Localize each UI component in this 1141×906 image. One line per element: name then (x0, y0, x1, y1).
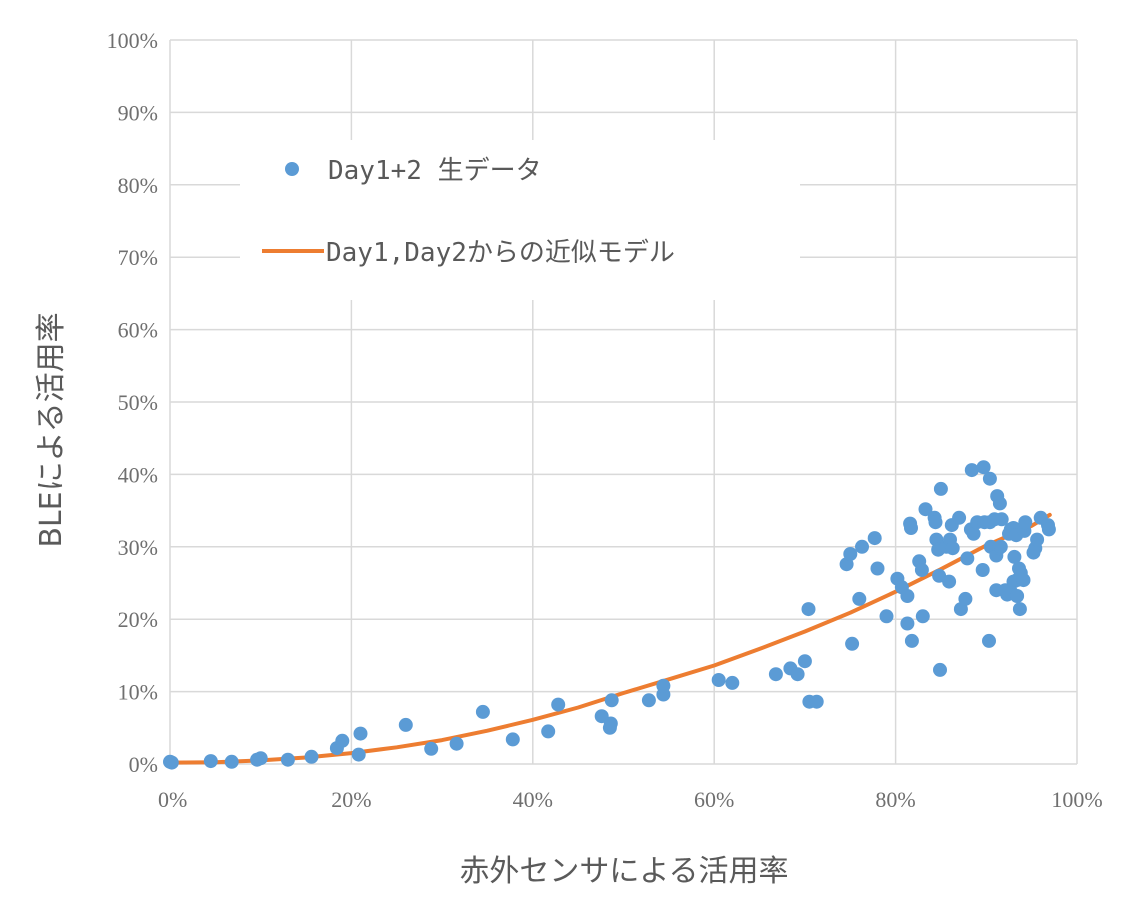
model-line (168, 512, 1052, 765)
data-point (914, 563, 929, 577)
data-point (952, 510, 967, 525)
x-tick-label: 60% (694, 787, 734, 812)
y-tick-label: 80% (118, 173, 158, 198)
y-tick-label: 70% (118, 245, 158, 270)
data-point (280, 752, 295, 767)
data-point (843, 547, 858, 561)
data-point (915, 609, 930, 624)
data-point (960, 551, 975, 566)
data-point (351, 747, 366, 762)
data-point (541, 724, 556, 739)
data-point (942, 574, 957, 589)
data-point (656, 678, 671, 693)
data-point (918, 502, 933, 517)
legend-label-raw-data: Day1+2 生データ (328, 156, 542, 186)
data-point (852, 591, 867, 606)
data-point (164, 755, 179, 770)
data-point (933, 481, 948, 496)
data-point (928, 515, 943, 530)
y-axis-ticks: 0% 10% 20% 30% 40% 50% 60% 70% 80% 90% 100% (107, 28, 158, 777)
grid (169, 39, 1078, 765)
data-point (790, 667, 805, 682)
x-tick-label: 100% (1051, 787, 1102, 812)
data-point (253, 751, 268, 766)
data-point (900, 589, 915, 603)
x-tick-label: 20% (331, 787, 371, 812)
data-point (809, 694, 824, 709)
y-tick-label: 90% (118, 100, 158, 125)
data-point (975, 563, 990, 577)
y-tick-label: 40% (118, 462, 158, 487)
data-point (900, 616, 915, 631)
data-point (945, 541, 960, 556)
data-point (1018, 515, 1033, 530)
data-point (551, 697, 566, 712)
x-tick-label: 80% (875, 787, 915, 812)
y-tick-label: 0% (129, 752, 158, 777)
x-tick-label: 40% (513, 787, 553, 812)
data-point (1010, 589, 1025, 603)
data-point (994, 512, 1009, 527)
data-point (475, 704, 490, 719)
x-axis-title: 赤外センサによる活用率 (459, 854, 788, 889)
y-tick-label: 100% (107, 28, 158, 53)
y-tick-label: 60% (118, 318, 158, 343)
data-point (353, 726, 368, 741)
data-point (904, 521, 918, 535)
data-point (505, 732, 520, 747)
data-point (398, 717, 413, 732)
y-axis-title: BLEによる活用率 (34, 312, 69, 547)
data-point (982, 633, 996, 648)
data-point (801, 602, 816, 617)
data-point (964, 463, 979, 478)
data-point (603, 716, 618, 731)
data-point (1007, 549, 1022, 564)
data-point (966, 526, 981, 541)
y-tick-label: 50% (118, 390, 158, 415)
data-point (224, 754, 239, 769)
data-point (711, 673, 726, 687)
data-point (992, 496, 1007, 511)
y-tick-label: 10% (118, 680, 158, 705)
data-point (203, 754, 218, 769)
data-point (797, 654, 812, 669)
data-point (904, 633, 919, 648)
data-point (867, 531, 882, 546)
data-point (449, 736, 464, 751)
data-point (976, 460, 991, 475)
data-point (879, 609, 894, 624)
data-point (424, 741, 439, 756)
data-point (1041, 522, 1056, 537)
y-tick-label: 20% (118, 607, 158, 632)
data-point (993, 539, 1008, 554)
legend: Day1+2 生データ Day1,Day2からの近似モデル (240, 140, 800, 300)
data-point (870, 561, 885, 576)
legend-label-model: Day1,Day2からの近似モデル (326, 238, 675, 268)
legend-marker-scatter (285, 162, 299, 176)
data-point (1012, 602, 1027, 617)
data-point (982, 471, 997, 486)
data-points (163, 460, 1056, 770)
x-axis-ticks: 0% 20% 40% 60% 80% 100% (158, 787, 1103, 812)
data-point (933, 662, 947, 677)
model-line-layer (168, 512, 1052, 765)
data-point (845, 636, 860, 651)
data-point (1016, 573, 1031, 588)
data-point (641, 693, 656, 708)
data-point (335, 733, 350, 748)
data-point (855, 539, 869, 554)
data-point (604, 693, 619, 708)
data-point (958, 591, 973, 606)
y-tick-label: 30% (118, 535, 158, 560)
data-point (768, 667, 783, 682)
data-point (1030, 532, 1045, 547)
legend-background (240, 140, 800, 300)
data-point (304, 749, 319, 764)
x-tick-label: 0% (158, 787, 187, 812)
data-point (725, 675, 740, 690)
